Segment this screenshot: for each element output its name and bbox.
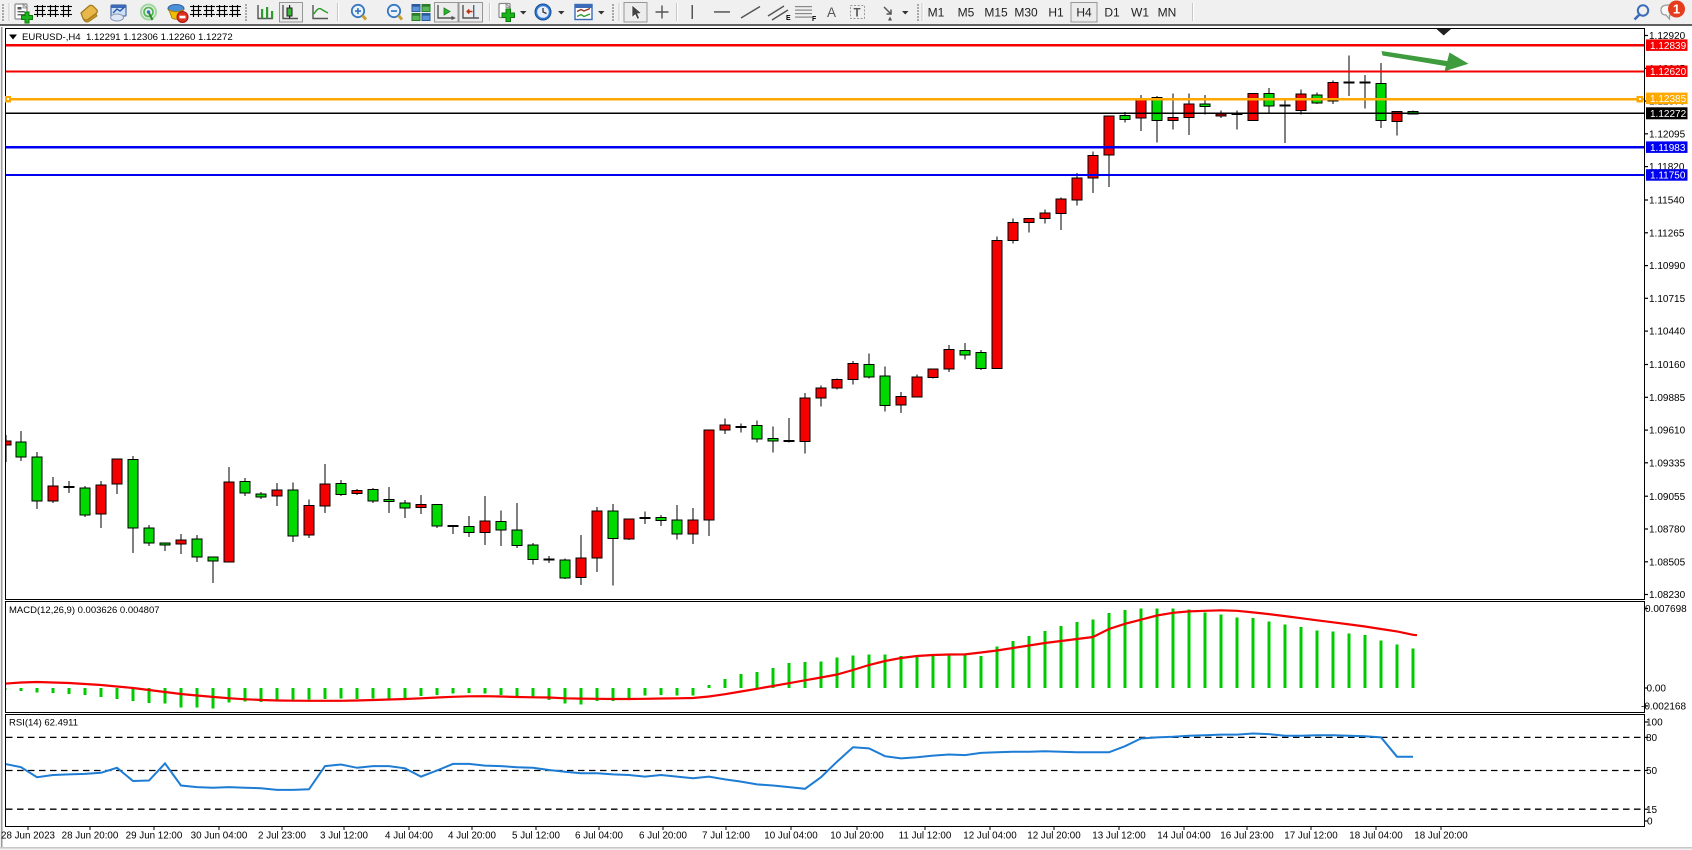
- svg-text:M5: M5: [958, 6, 975, 20]
- svg-text:W1: W1: [1131, 6, 1149, 20]
- svg-text:28 Jun 20:00: 28 Jun 20:00: [62, 831, 119, 842]
- svg-text:1.10715: 1.10715: [1649, 294, 1686, 305]
- svg-text:1.08505: 1.08505: [1649, 557, 1686, 568]
- svg-text:29 Jun 12:00: 29 Jun 12:00: [126, 831, 183, 842]
- svg-text:1.12272: 1.12272: [1650, 109, 1687, 120]
- svg-text:1.11983: 1.11983: [1650, 143, 1686, 154]
- svg-text:M30: M30: [1014, 6, 1038, 20]
- svg-text:6 Jul 20:00: 6 Jul 20:00: [639, 831, 687, 842]
- svg-text:14 Jul 04:00: 14 Jul 04:00: [1157, 831, 1211, 842]
- svg-text:1.10160: 1.10160: [1649, 360, 1686, 371]
- svg-text:EURUSD-,H4 1.12291 1.12306 1.: EURUSD-,H4 1.12291 1.12306 1.12260 1.122…: [22, 32, 233, 43]
- svg-text:1.12839: 1.12839: [1650, 41, 1687, 52]
- svg-text:12 Jul 04:00: 12 Jul 04:00: [963, 831, 1017, 842]
- svg-text:A: A: [827, 5, 836, 20]
- svg-text:1.12620: 1.12620: [1650, 67, 1687, 78]
- svg-text:1.09885: 1.09885: [1649, 393, 1686, 404]
- svg-text:100: 100: [1646, 718, 1663, 729]
- svg-text:3 Jul 12:00: 3 Jul 12:00: [320, 831, 368, 842]
- svg-text:M1: M1: [928, 6, 945, 20]
- svg-text:MN: MN: [1158, 6, 1177, 20]
- svg-text:80: 80: [1646, 733, 1658, 744]
- svg-text:H4: H4: [1076, 6, 1092, 20]
- svg-text:4 Jul 04:00: 4 Jul 04:00: [385, 831, 433, 842]
- svg-text:12 Jul 20:00: 12 Jul 20:00: [1027, 831, 1081, 842]
- svg-text:15: 15: [1646, 805, 1658, 816]
- svg-text:M15: M15: [984, 6, 1008, 20]
- svg-text:6 Jul 04:00: 6 Jul 04:00: [575, 831, 623, 842]
- svg-text:1.11540: 1.11540: [1649, 196, 1685, 207]
- svg-text:16 Jul 23:00: 16 Jul 23:00: [1220, 831, 1274, 842]
- svg-text:1.12095: 1.12095: [1649, 129, 1686, 140]
- svg-text:MACD(12,26,9) 0.003626 0.00480: MACD(12,26,9) 0.003626 0.004807: [9, 605, 160, 616]
- svg-text:1.08780: 1.08780: [1649, 525, 1686, 536]
- svg-text:7 Jul 12:00: 7 Jul 12:00: [702, 831, 750, 842]
- svg-text:D1: D1: [1104, 6, 1120, 20]
- svg-text:1.12385: 1.12385: [1650, 94, 1687, 105]
- svg-text:0: 0: [1647, 817, 1653, 828]
- svg-text:-0.002168: -0.002168: [1641, 702, 1686, 713]
- svg-text:1.11750: 1.11750: [1650, 171, 1686, 182]
- svg-text:50: 50: [1646, 766, 1658, 777]
- svg-text:1.09055: 1.09055: [1649, 492, 1686, 503]
- svg-text:11 Jul 12:00: 11 Jul 12:00: [899, 831, 952, 842]
- svg-text:1.09335: 1.09335: [1649, 458, 1686, 469]
- svg-text:28 Jun 2023: 28 Jun 2023: [1, 831, 55, 842]
- svg-text:5 Jul 12:00: 5 Jul 12:00: [512, 831, 560, 842]
- svg-text:RSI(14) 62.4911: RSI(14) 62.4911: [9, 718, 78, 729]
- svg-text:1.08230: 1.08230: [1649, 590, 1686, 601]
- svg-text:10 Jul 20:00: 10 Jul 20:00: [830, 831, 884, 842]
- svg-text:4 Jul 20:00: 4 Jul 20:00: [448, 831, 496, 842]
- svg-text:13 Jul 12:00: 13 Jul 12:00: [1092, 831, 1146, 842]
- svg-text:T: T: [854, 8, 861, 20]
- svg-text:1.10990: 1.10990: [1649, 261, 1686, 272]
- svg-text:1.10440: 1.10440: [1649, 327, 1686, 338]
- svg-text:1.12920: 1.12920: [1649, 31, 1686, 42]
- svg-text:0.00: 0.00: [1647, 684, 1667, 695]
- svg-text:18 Jul 20:00: 18 Jul 20:00: [1414, 831, 1468, 842]
- svg-text:18 Jul 04:00: 18 Jul 04:00: [1349, 831, 1403, 842]
- svg-text:E: E: [786, 15, 791, 22]
- svg-text:F: F: [812, 16, 817, 23]
- svg-text:0.007698: 0.007698: [1645, 604, 1687, 615]
- svg-text:1.09610: 1.09610: [1649, 426, 1686, 437]
- svg-text:H1: H1: [1048, 6, 1064, 20]
- svg-text:10 Jul 04:00: 10 Jul 04:00: [764, 831, 818, 842]
- svg-text:17 Jul 12:00: 17 Jul 12:00: [1284, 831, 1338, 842]
- svg-text:2 Jul 23:00: 2 Jul 23:00: [258, 831, 306, 842]
- svg-text:30 Jun 04:00: 30 Jun 04:00: [191, 831, 248, 842]
- svg-text:1.11265: 1.11265: [1649, 228, 1685, 239]
- svg-text:1: 1: [1673, 2, 1680, 17]
- svg-text:1.11820: 1.11820: [1649, 162, 1685, 173]
